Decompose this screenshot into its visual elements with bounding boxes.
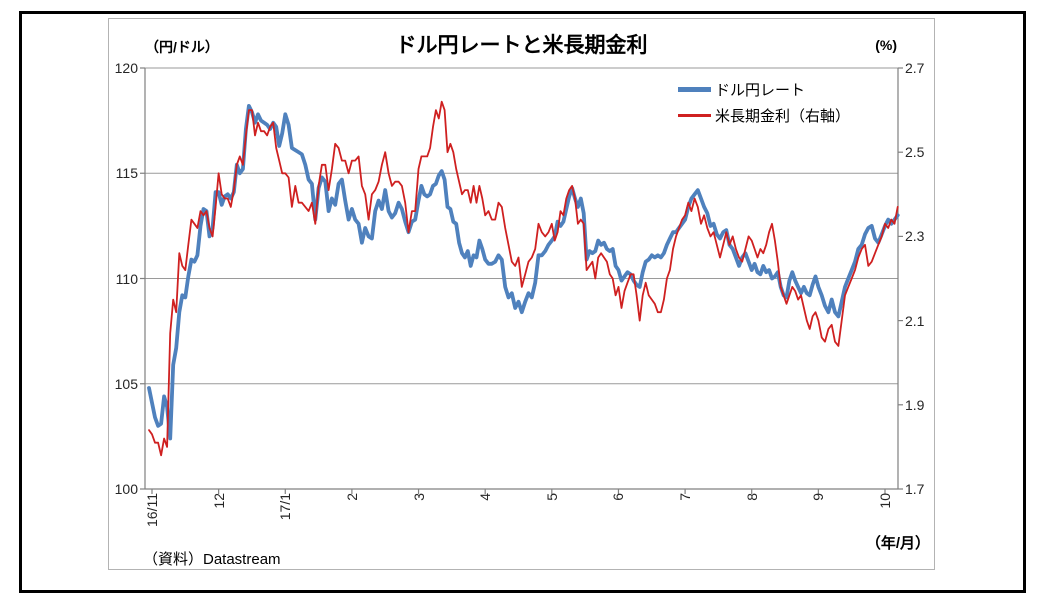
left-axis-tick-label: 100 [114,481,138,497]
legend-item-usdjpy: ドル円レート [678,77,805,101]
left-axis-tick-label: 110 [115,270,138,287]
x-axis-tick-label: 3 [410,493,427,501]
x-axis-tick-label: 7 [677,493,694,501]
usdjpy-line-swatch-icon [678,86,711,92]
right-axis-tick-label: 1.7 [905,481,925,497]
us10y-line-series [148,100,899,457]
x-axis-tick-label: 5 [543,493,560,501]
us10y-line-swatch-icon [678,113,711,117]
legend-item-us10y: 米長期金利（右軸） [678,103,850,127]
chart-container [108,18,935,570]
x-axis-tick-label: 4 [477,493,494,501]
x-axis-tick-label: 2 [343,493,360,501]
right-axis-tick-label: 2.5 [905,144,925,161]
left-axis-unit-label: （円/ドル） [145,39,219,55]
outer-border-frame [19,11,1026,593]
x-axis-tick-label: 6 [610,493,627,501]
left-axis-tick-label: 105 [114,375,138,392]
right-axis-tick-label: 1.9 [905,396,925,413]
x-axis-tick-label: 17/1 [277,493,294,521]
left-axis-tick-label: 115 [115,165,138,182]
chart-title: ドル円レートと米長期金利 [395,34,648,57]
x-axis-unit-label: （年/月） [865,535,930,552]
right-axis-tick-label: 2.3 [905,228,925,245]
usdjpy-line-series [147,104,900,441]
right-axis-tick-label: 2.1 [905,312,925,329]
x-axis-tick-label: 9 [810,493,827,501]
legend-label-us10y: 米長期金利（右軸） [715,107,851,125]
legend-label-usdjpy: ドル円レート [715,81,806,99]
left-axis-tick-label: 120 [114,60,138,76]
x-axis-tick-label: 16/11 [144,493,160,527]
right-axis-tick-label: 2.7 [905,60,925,76]
x-axis-tick-label: 8 [743,493,760,501]
source-note: （資料）Datastream [143,551,281,568]
x-axis-tick-label: 12 [210,493,227,509]
right-axis-unit-label: (%) [875,37,897,53]
